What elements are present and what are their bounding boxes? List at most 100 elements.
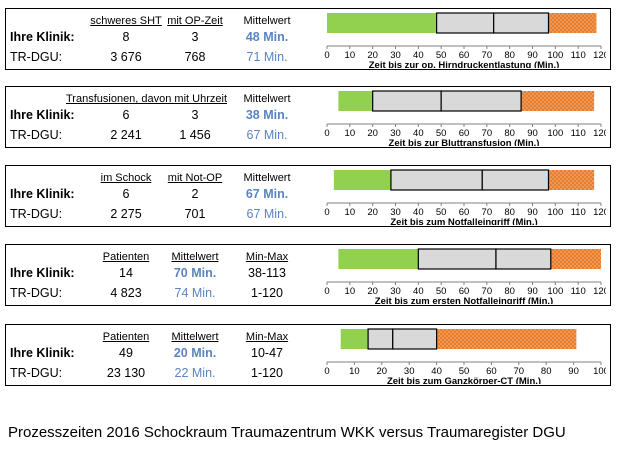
panel-5: Patienten Mittelwert Min-Max Ihre Klinik: 49…: [5, 324, 611, 386]
tick-label: 90: [568, 366, 579, 377]
chart: 0 10 20 30 40 50 60 70 80 90 100 110 120 Zeit bis zum…: [324, 169, 606, 225]
x-axis-title: Zeit bis zur op. Hirndruckentlastung (Mi…: [369, 60, 560, 68]
tick-label: 10: [345, 286, 356, 297]
column-header: Mittelwert: [243, 15, 291, 27]
column-header: Transfusionen, davon mit Uhrzeit: [66, 93, 227, 105]
table-cell: 701: [184, 207, 206, 221]
table-cell: 67 Min.: [246, 207, 288, 221]
column-header: Mittelwert: [243, 93, 291, 105]
table-cell: 8: [122, 30, 130, 44]
tick-label: 40: [413, 50, 424, 61]
table-cell: 67 Min.: [245, 187, 289, 201]
tick-label: 100: [547, 50, 563, 61]
column-header: im Schock: [100, 172, 152, 184]
table-cell: 4 823: [110, 286, 142, 300]
bar-green: [338, 91, 373, 111]
column-header: Patienten: [102, 251, 150, 263]
tick-label: 0: [324, 207, 329, 218]
panel-2: Transfusionen, davon mit Uhrzeit Mittelwe…: [5, 86, 611, 148]
tick-label: 120: [593, 286, 606, 297]
column-header: Min-Max: [245, 331, 289, 343]
tick-label: 70: [482, 128, 493, 139]
tick-label: 30: [390, 50, 401, 61]
footer-caption: Prozesszeiten 2016 Schockraum Traumazent…: [8, 424, 566, 441]
tick-label: 90: [527, 286, 538, 297]
tick-label: 50: [436, 286, 447, 297]
tick-label: 60: [459, 286, 470, 297]
tick-label: 0: [324, 286, 329, 297]
table-cell: 1 456: [179, 128, 211, 142]
box-upper: [440, 90, 522, 112]
tick-label: 50: [436, 128, 447, 139]
row-label: Ihre Klinik:: [10, 108, 75, 122]
tick-label: 60: [486, 366, 497, 377]
tick-label: 40: [431, 366, 442, 377]
tick-label: 30: [404, 366, 415, 377]
tick-label: 120: [593, 50, 606, 61]
table-cell: 48 Min.: [245, 30, 289, 44]
x-axis-title: Zeit bis zum Ganzkörper-CT (Min.): [387, 376, 541, 384]
stats-table: Patienten Mittelwert Min-Max Ihre Klinik: 49…: [6, 325, 306, 385]
table-cell: 38-113: [248, 266, 286, 280]
tick-label: 0: [324, 128, 329, 139]
table-cell: 6: [122, 187, 130, 201]
tick-label: 50: [459, 366, 470, 377]
table-cell: 20 Min.: [173, 346, 217, 360]
bar-green: [333, 170, 391, 190]
chart: 0 10 20 30 40 50 60 70 80 90 100 Zeit bis zum Ganzk…: [324, 328, 606, 384]
tick-label: 40: [413, 128, 424, 139]
row-label: TR-DGU:: [10, 286, 63, 300]
tick-label: 120: [593, 128, 606, 139]
table-cell: 10-47: [251, 346, 283, 360]
table-cell: 67 Min.: [246, 128, 288, 142]
column-header: Min-Max: [245, 251, 289, 263]
column-header: Mittelwert: [171, 331, 219, 343]
tick-label: 30: [390, 128, 401, 139]
table-cell: 3 676: [110, 50, 142, 64]
stats-table: im Schock mit Not-OP Mittelwert Ihre Klinik…: [6, 166, 306, 226]
row-label: TR-DGU:: [10, 207, 63, 221]
box-lower: [372, 90, 442, 112]
table-cell: 49: [119, 346, 133, 360]
table-cell: 3: [191, 30, 199, 44]
bar-green: [327, 13, 437, 33]
x-axis-title: Zeit bis zur Bluttransfusion (Min.): [389, 138, 540, 146]
bar-green: [340, 329, 369, 349]
bar-orange: [550, 249, 601, 269]
box-lower: [390, 169, 483, 191]
box-upper: [392, 328, 438, 350]
tick-label: 80: [541, 366, 552, 377]
tick-label: 20: [377, 366, 388, 377]
bar-green: [338, 249, 419, 269]
tick-label: 20: [367, 128, 378, 139]
table-cell: 2: [191, 187, 199, 201]
table-cell: 74 Min.: [174, 286, 216, 300]
tick-label: 10: [345, 50, 356, 61]
row-label: TR-DGU:: [10, 50, 63, 64]
row-label: TR-DGU:: [10, 366, 63, 380]
table-cell: 70 Min.: [173, 266, 217, 280]
tick-label: 120: [593, 207, 606, 218]
tick-label: 110: [571, 286, 586, 297]
bar-orange: [548, 13, 597, 33]
box-upper: [481, 169, 550, 191]
tick-label: 50: [436, 207, 447, 218]
box-upper: [493, 12, 550, 34]
tick-label: 0: [324, 50, 329, 61]
table-cell: 1-120: [251, 286, 283, 300]
tick-label: 100: [547, 286, 563, 297]
tick-label: 60: [459, 50, 470, 61]
tick-label: 50: [436, 50, 447, 61]
table-cell: 2 241: [110, 128, 142, 142]
stats-table: Patienten Mittelwert Min-Max Ihre Klinik: 14…: [6, 245, 306, 305]
panel-3: im Schock mit Not-OP Mittelwert Ihre Klinik…: [5, 165, 611, 227]
chart: 0 10 20 30 40 50 60 70 80 90 100 110 120 Zeit bis zur…: [324, 12, 606, 68]
table-cell: 1-120: [251, 366, 283, 380]
row-label: Ihre Klinik:: [10, 266, 75, 280]
table-cell: 14: [119, 266, 133, 280]
table-cell: 38 Min.: [245, 108, 289, 122]
tick-label: 90: [527, 207, 538, 218]
table-cell: 3: [191, 108, 199, 122]
column-header: Mittelwert: [171, 251, 219, 263]
tick-label: 10: [345, 207, 356, 218]
